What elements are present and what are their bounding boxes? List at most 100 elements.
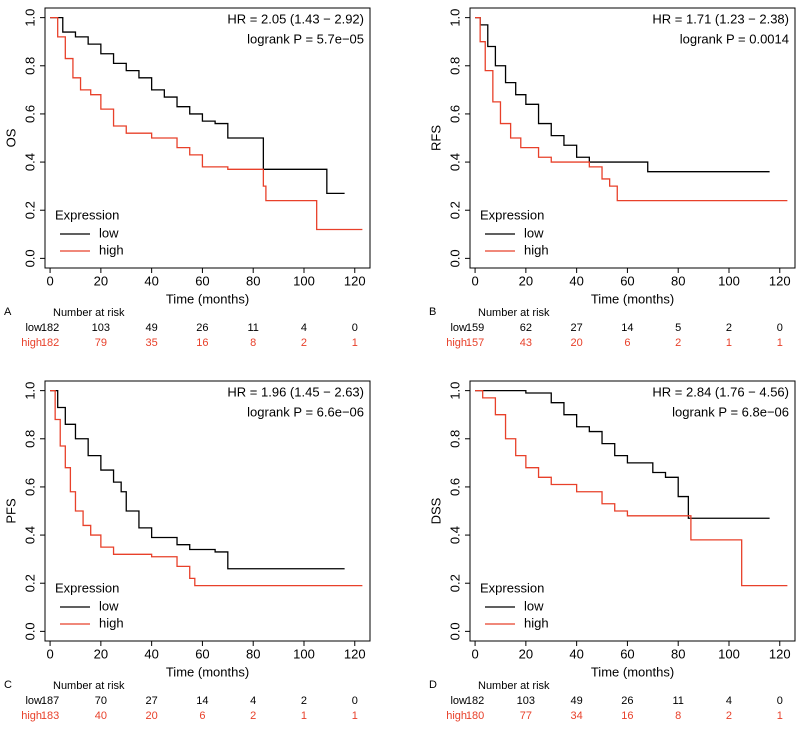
legend-label: high	[524, 615, 549, 630]
risk-count: 49	[571, 695, 583, 707]
risk-count: 187	[41, 695, 59, 707]
y-tick-label: 0.2	[447, 574, 462, 592]
y-tick-label: 1.0	[447, 9, 462, 27]
risk-count: 0	[352, 322, 358, 334]
risk-count: 157	[466, 337, 484, 349]
risk-count: 4	[301, 322, 307, 334]
x-tick-label: 40	[144, 273, 158, 288]
risk-count: 26	[621, 695, 633, 707]
risk-count: 182	[466, 695, 484, 707]
legend-title: Expression	[480, 207, 544, 222]
risk-count: 5	[675, 322, 681, 334]
risk-count: 1	[352, 337, 358, 349]
risk-count: 49	[146, 322, 158, 334]
x-tick-label: 20	[94, 273, 108, 288]
logrank-p: logrank P = 6.8e−06	[672, 404, 789, 419]
risk-count: 27	[146, 695, 158, 707]
x-tick-label: 120	[769, 273, 791, 288]
risk-row-label: low	[25, 322, 42, 334]
risk-count: 34	[571, 710, 583, 722]
risk-count: 180	[466, 710, 484, 722]
risk-count: 43	[520, 337, 532, 349]
legend-label: high	[99, 615, 124, 630]
legend-label: low	[99, 225, 119, 240]
panel-label: D	[429, 679, 437, 691]
survival-curve	[475, 389, 788, 587]
y-tick-label: 0.8	[447, 430, 462, 448]
risk-count: 20	[571, 337, 583, 349]
risk-count: 103	[92, 322, 110, 334]
risk-row-label: high	[446, 710, 467, 722]
panel-label: A	[4, 306, 12, 318]
logrank-p: logrank P = 5.7e−05	[247, 31, 364, 46]
y-tick-label: 1.0	[22, 9, 37, 27]
y-tick-label: 0.0	[22, 249, 37, 267]
x-tick-label: 80	[671, 273, 685, 288]
risk-count: 11	[672, 695, 683, 707]
x-tick-label: 0	[46, 646, 53, 661]
y-tick-label: 0.8	[447, 57, 462, 75]
risk-count: 2	[301, 337, 307, 349]
x-tick-label: 120	[344, 646, 366, 661]
risk-title: Number at risk	[478, 307, 550, 319]
risk-count: 0	[352, 695, 358, 707]
x-tick-label: 120	[344, 273, 366, 288]
x-tick-label: 40	[569, 646, 583, 661]
risk-count: 40	[95, 710, 107, 722]
risk-row-label: high	[446, 337, 467, 349]
risk-count: 16	[196, 337, 208, 349]
x-tick-label: 20	[519, 273, 533, 288]
x-tick-label: 100	[718, 273, 740, 288]
y-tick-label: 0.2	[447, 201, 462, 219]
x-tick-label: 0	[471, 646, 478, 661]
x-axis-label: Time (months)	[591, 664, 674, 679]
x-axis-label: Time (months)	[166, 291, 249, 306]
logrank-p: logrank P = 0.0014	[680, 31, 789, 46]
risk-count: 1	[777, 710, 783, 722]
x-tick-label: 0	[471, 273, 478, 288]
y-axis-label: PFS	[3, 498, 18, 524]
hazard-ratio: HR = 1.96 (1.45 − 2.63)	[227, 384, 364, 399]
survival-curve	[50, 16, 363, 231]
risk-count: 70	[95, 695, 107, 707]
risk-count: 16	[621, 710, 633, 722]
risk-count: 8	[250, 337, 256, 349]
x-tick-label: 120	[769, 646, 791, 661]
y-tick-label: 0.4	[22, 153, 37, 171]
x-tick-label: 80	[246, 273, 260, 288]
plot-frame	[469, 380, 796, 642]
x-tick-label: 80	[246, 646, 260, 661]
panel-label: C	[4, 679, 12, 691]
y-tick-label: 0.2	[22, 201, 37, 219]
survival-curve	[475, 16, 788, 202]
y-tick-label: 0.6	[22, 105, 37, 123]
risk-count: 8	[675, 710, 681, 722]
risk-count: 1	[352, 710, 358, 722]
y-tick-label: 0.4	[447, 153, 462, 171]
y-tick-label: 0.0	[22, 622, 37, 640]
y-tick-label: 1.0	[447, 382, 462, 400]
y-tick-label: 0.6	[447, 105, 462, 123]
risk-row-label: low	[450, 322, 467, 334]
survival-curve	[475, 16, 770, 173]
risk-title: Number at risk	[53, 680, 125, 692]
hazard-ratio: HR = 2.05 (1.43 − 2.92)	[227, 11, 364, 26]
y-tick-label: 0.4	[447, 526, 462, 544]
risk-count: 11	[247, 322, 258, 334]
x-tick-label: 60	[195, 646, 209, 661]
x-tick-label: 100	[293, 646, 315, 661]
risk-count: 103	[517, 695, 535, 707]
y-axis-label: RFS	[428, 125, 443, 151]
risk-count: 4	[726, 695, 732, 707]
y-axis-label: OS	[3, 128, 18, 147]
legend-title: Expression	[55, 207, 119, 222]
risk-count: 182	[41, 337, 59, 349]
risk-row-label: low	[450, 695, 467, 707]
x-tick-label: 40	[569, 273, 583, 288]
x-tick-label: 60	[620, 646, 634, 661]
risk-count: 6	[199, 710, 205, 722]
x-tick-label: 60	[195, 273, 209, 288]
risk-count: 0	[777, 695, 783, 707]
risk-count: 183	[41, 710, 59, 722]
hazard-ratio: HR = 2.84 (1.76 − 4.56)	[652, 384, 789, 399]
